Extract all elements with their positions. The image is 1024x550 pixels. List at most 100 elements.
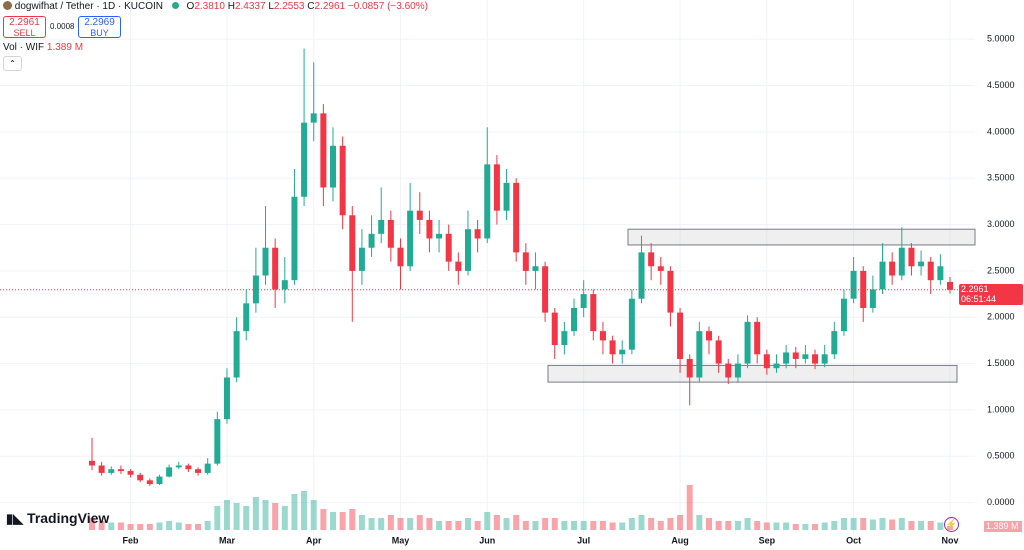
candle-body <box>320 113 327 188</box>
candle-body <box>734 363 741 378</box>
sell-button[interactable]: 2.2961 SELL <box>3 16 46 38</box>
volume-bar <box>937 522 944 530</box>
candle-body <box>648 252 655 267</box>
candle-body <box>426 219 433 239</box>
volume-bar <box>513 515 520 530</box>
candle-body <box>146 480 153 485</box>
volume-bar <box>927 521 934 530</box>
change: −0.0857 (−3.60%) <box>347 1 428 12</box>
zone <box>627 228 976 246</box>
volume-bar <box>619 522 626 530</box>
volume-bar <box>146 524 153 530</box>
candle-body <box>464 229 471 271</box>
volume-bar <box>561 521 568 530</box>
volume-bar <box>387 515 394 530</box>
buy-label: BUY <box>90 28 109 38</box>
volume-bar <box>416 515 423 530</box>
candle-body <box>773 363 780 369</box>
volume-bar <box>378 518 385 530</box>
candle-body <box>185 465 192 470</box>
volume-bar <box>792 524 799 530</box>
c-value: 2.2961 <box>314 1 346 12</box>
candle-body <box>927 261 934 281</box>
buy-price: 2.2969 <box>84 17 115 28</box>
y-tick-label: 0.0000 <box>987 497 1015 507</box>
event-icon[interactable]: ⚡ <box>944 517 959 532</box>
candle-body <box>840 298 847 332</box>
volume-bar <box>686 485 693 530</box>
candle-body <box>725 363 732 378</box>
candle-body <box>416 210 423 220</box>
candle-body <box>378 219 385 234</box>
candle-body <box>918 261 925 267</box>
volume-bar <box>397 518 404 530</box>
volume-bar <box>821 522 828 530</box>
volume-bar <box>484 512 491 530</box>
volume-bar <box>349 509 356 530</box>
volume-bar <box>195 524 202 530</box>
candle-body <box>831 331 838 355</box>
candle-body <box>358 247 365 271</box>
candle-body <box>783 352 790 364</box>
symbol[interactable]: dogwifhat / Tether · 1D · KUCOIN <box>14 1 163 12</box>
candle-body <box>628 298 635 350</box>
volume-bar <box>657 521 664 530</box>
volume-bar <box>667 518 674 530</box>
collapse-button[interactable]: ⌃ <box>3 56 22 71</box>
candle-body <box>889 261 896 276</box>
sell-label: SELL <box>13 28 36 38</box>
volume-bar <box>850 518 857 530</box>
candle-body <box>705 331 712 341</box>
volume-bar <box>291 494 298 530</box>
y-tick-label: 5.0000 <box>987 34 1015 44</box>
candle-body <box>214 419 221 464</box>
volume-bar <box>763 522 770 530</box>
volume-bar <box>493 515 500 530</box>
x-tick-label: Sep <box>759 535 776 545</box>
volume-bar <box>503 518 510 530</box>
candle-body <box>686 358 693 378</box>
volume-bar <box>243 506 250 530</box>
candle-body <box>330 145 337 188</box>
volume-bar <box>175 522 182 530</box>
volume-bar <box>156 522 163 530</box>
candle-body <box>513 182 520 253</box>
x-tick-label: Jul <box>577 535 590 545</box>
candle-body <box>175 465 182 468</box>
volume-bar <box>869 519 876 530</box>
volume-bar <box>455 521 462 530</box>
volume-bar <box>522 521 529 530</box>
volume-bar <box>918 521 925 530</box>
volume-bar <box>879 518 886 530</box>
x-tick-label: Feb <box>123 535 140 545</box>
volume-bar <box>551 518 558 530</box>
volume-bar <box>628 518 635 530</box>
volume-bar <box>166 521 173 530</box>
volume-bar <box>734 521 741 530</box>
candle-body <box>551 312 558 346</box>
volume-bar <box>889 519 896 530</box>
candle-body <box>802 354 809 359</box>
vol-value: 1.389 M <box>46 42 84 53</box>
c-label: C <box>307 1 315 12</box>
brand-logo[interactable]: ▮◣ TradingView <box>6 510 109 527</box>
candle-body <box>638 252 645 299</box>
candle-body <box>599 331 606 341</box>
candle-body <box>657 266 664 271</box>
candle-body <box>619 349 626 355</box>
candle-body <box>908 247 915 267</box>
y-tick-label: 1.0000 <box>987 404 1015 414</box>
volume-bar <box>571 521 578 530</box>
candle-body <box>869 289 876 308</box>
h-value: 2.4337 <box>234 1 266 12</box>
candle-body <box>667 270 674 313</box>
candle-body <box>860 270 867 308</box>
candle-body <box>166 467 173 477</box>
volume-bar <box>908 521 915 530</box>
buy-button[interactable]: 2.2969 BUY <box>78 16 121 38</box>
volume-bar <box>98 521 105 530</box>
x-tick-label: Nov <box>941 535 958 545</box>
candle-body <box>281 280 288 290</box>
volume-bar <box>898 518 905 530</box>
